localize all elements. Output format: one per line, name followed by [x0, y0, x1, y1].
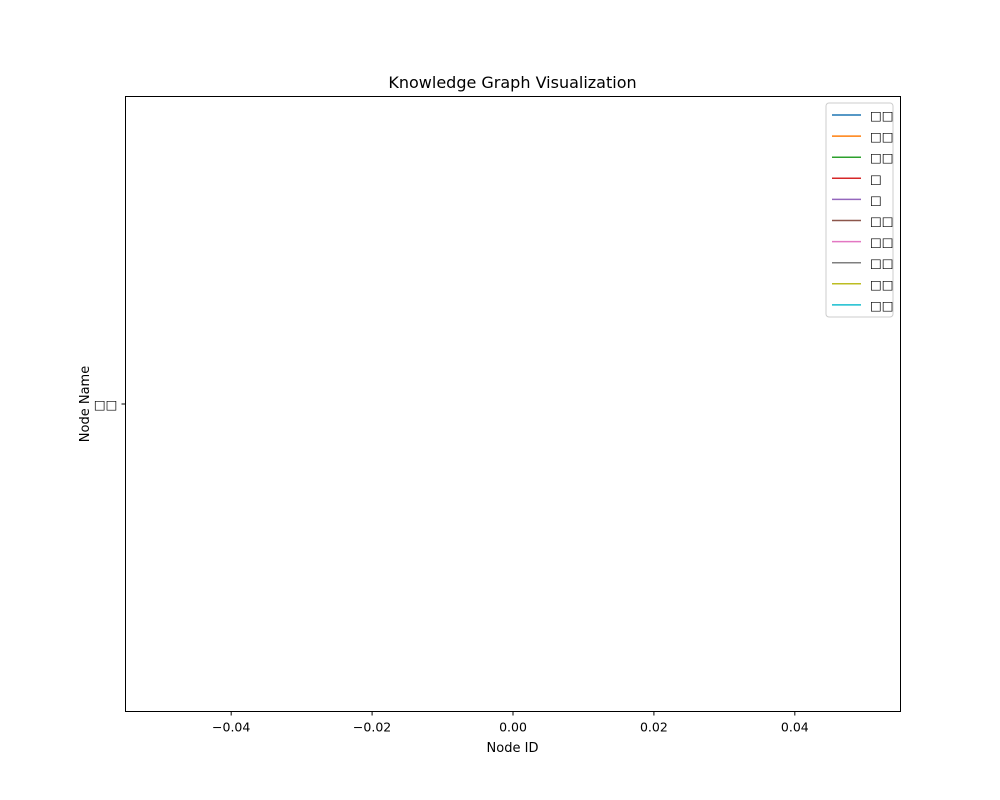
plot-area-frame	[125, 96, 901, 712]
x-tick-label: −0.04	[212, 720, 250, 735]
legend: □□□□□□□□□□□□□□□□□□	[825, 102, 894, 318]
legend-label: □□	[870, 235, 894, 250]
legend-label: □□	[870, 108, 894, 123]
x-tick-label: 0.02	[640, 720, 668, 735]
y-axis-label: Node Name	[78, 366, 93, 442]
legend-label: □□	[870, 129, 894, 144]
x-tick-label: −0.02	[353, 720, 391, 735]
y-tick-label: □□	[94, 397, 118, 412]
x-axis-ticks: −0.04 −0.02 0.00 0.02 0.04	[212, 711, 809, 735]
legend-label: □□	[870, 150, 894, 165]
legend-label: □	[870, 171, 882, 186]
legend-label: □□	[870, 214, 894, 229]
legend-label: □□	[870, 298, 894, 313]
legend-label: □□	[870, 256, 894, 271]
y-axis-ticks: □□	[94, 397, 126, 412]
x-axis-label: Node ID	[487, 741, 539, 756]
legend-label: □	[870, 192, 882, 207]
legend-label: □□	[870, 277, 894, 292]
chart-title: Knowledge Graph Visualization	[388, 73, 636, 92]
x-tick-label: 0.00	[499, 720, 527, 735]
x-tick-label: 0.04	[781, 720, 809, 735]
